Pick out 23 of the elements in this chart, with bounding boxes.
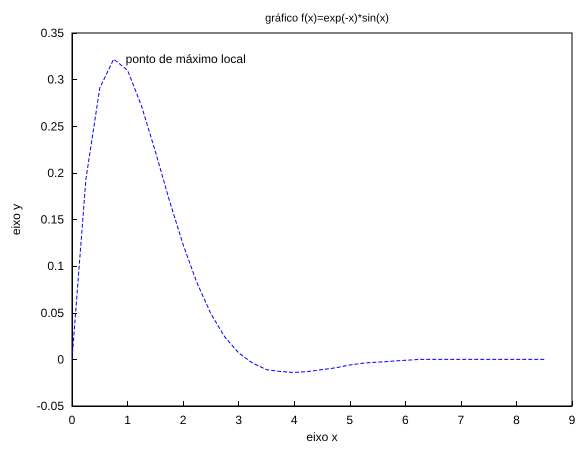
x-axis-title: eixo x [306, 430, 338, 444]
y-tick-label: 0.1 [47, 259, 64, 274]
y-tick-label: -0.05 [36, 399, 64, 413]
y-tick-label: 0.35 [40, 26, 64, 40]
x-tick-label: 6 [402, 413, 409, 427]
y-tick-label: 0.25 [40, 119, 64, 134]
y-axis-title: eixo y [9, 204, 23, 236]
x-tick-label: 4 [290, 413, 298, 427]
annotation: ponto de máximo local [126, 52, 246, 66]
y-tick-label: 0.2 [47, 166, 64, 180]
x-tick-label: 9 [568, 413, 576, 427]
x-tick-label: 1 [124, 413, 132, 427]
x-tick-label: 0 [68, 413, 76, 427]
y-tick-label: 0.3 [47, 72, 64, 87]
y-tick-label: 0.05 [40, 306, 64, 320]
x-tick-label: 5 [346, 413, 354, 427]
x-tick-label: 8 [513, 413, 520, 427]
x-tick-label: 7 [458, 413, 465, 427]
y-tick-label: 0 [57, 352, 64, 366]
x-tick-label: 3 [235, 413, 242, 427]
y-tick-label: 0.15 [40, 212, 64, 226]
x-tick-label: 2 [180, 413, 187, 427]
chart-title: gráfico f(x)=exp(-x)*sin(x) [265, 12, 389, 24]
